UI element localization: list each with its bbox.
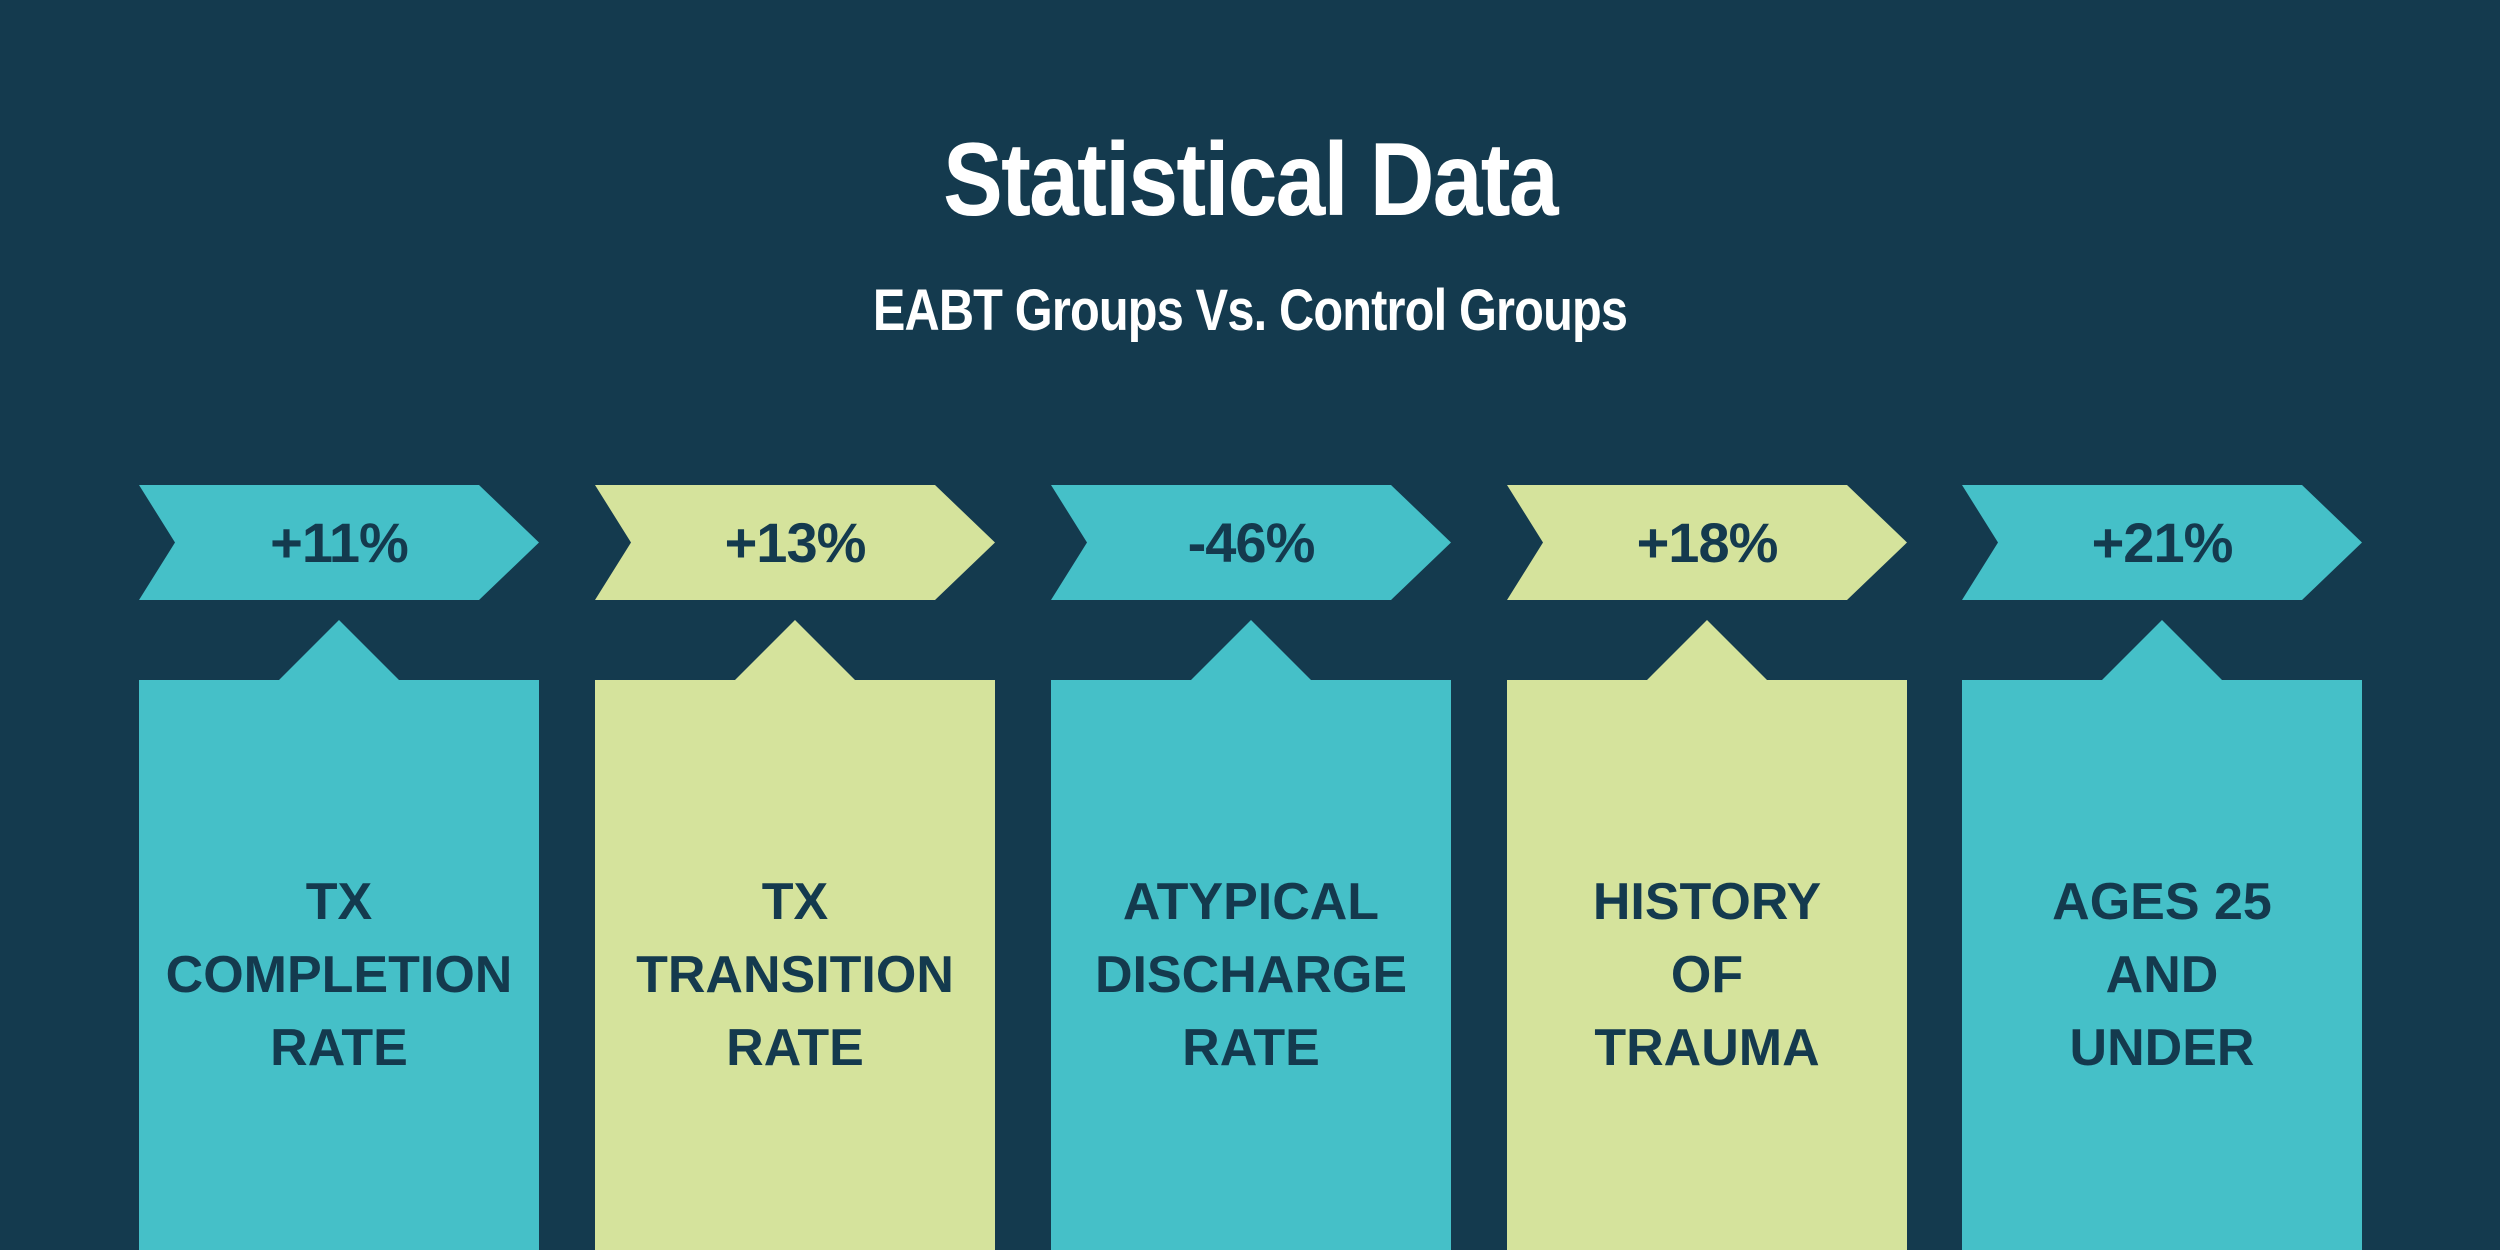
card-shape — [595, 620, 995, 1250]
stat-value: +21% — [2091, 511, 2234, 574]
stat-label: AGES 25 AND UNDER — [2052, 872, 2272, 1077]
page-title: Statistical Data — [943, 122, 1558, 238]
stat-label: HISTORY OF TRAUMA — [1592, 872, 1822, 1077]
banner-arrow-shape — [1051, 485, 1451, 600]
banner-arrow-shape — [139, 485, 539, 600]
stat-card: TX TRANSITION RATE — [595, 620, 995, 1250]
banner-arrow-shape — [1507, 485, 1907, 600]
stat-label: TX COMPLETION RATE — [165, 872, 513, 1077]
banner-arrow-shape — [595, 485, 995, 600]
card-shape — [1962, 620, 2362, 1250]
stat-card: AGES 25 AND UNDER — [1962, 620, 2362, 1250]
stat-banner: +13% — [595, 485, 995, 600]
stat-column-1: +11% TX COMPLETION RATE — [139, 0, 539, 1250]
stat-banner: -46% — [1051, 485, 1451, 600]
stat-value: +11% — [270, 511, 409, 574]
stat-card: ATYPICAL DISCHARGE RATE — [1051, 620, 1451, 1250]
stat-banner: +11% — [139, 485, 539, 600]
stat-label: ATYPICAL DISCHARGE RATE — [1094, 872, 1408, 1077]
stat-label: TX TRANSITION RATE — [636, 872, 954, 1077]
stat-card: HISTORY OF TRAUMA — [1507, 620, 1907, 1250]
card-shape — [139, 620, 539, 1250]
stat-card: TX COMPLETION RATE — [139, 620, 539, 1250]
stat-value: +18% — [1636, 511, 1779, 574]
banner-arrow-shape — [1962, 485, 2362, 600]
stat-column-2: +13% TX TRANSITION RATE — [595, 0, 995, 1250]
stat-banner: +21% — [1962, 485, 2362, 600]
card-shape — [1051, 620, 1451, 1250]
stat-banner: +18% — [1507, 485, 1907, 600]
stat-value: -46% — [1187, 511, 1316, 574]
stat-column-4: +18% HISTORY OF TRAUMA — [1507, 0, 1907, 1250]
stat-column-5: +21% AGES 25 AND UNDER — [1962, 0, 2362, 1250]
card-shape — [1507, 620, 1907, 1250]
page-subtitle: EABT Groups Vs. Control Groups — [872, 278, 1628, 343]
stat-value: +13% — [724, 511, 867, 574]
stat-column-3: -46% ATYPICAL DISCHARGE RATE — [1051, 0, 1451, 1250]
